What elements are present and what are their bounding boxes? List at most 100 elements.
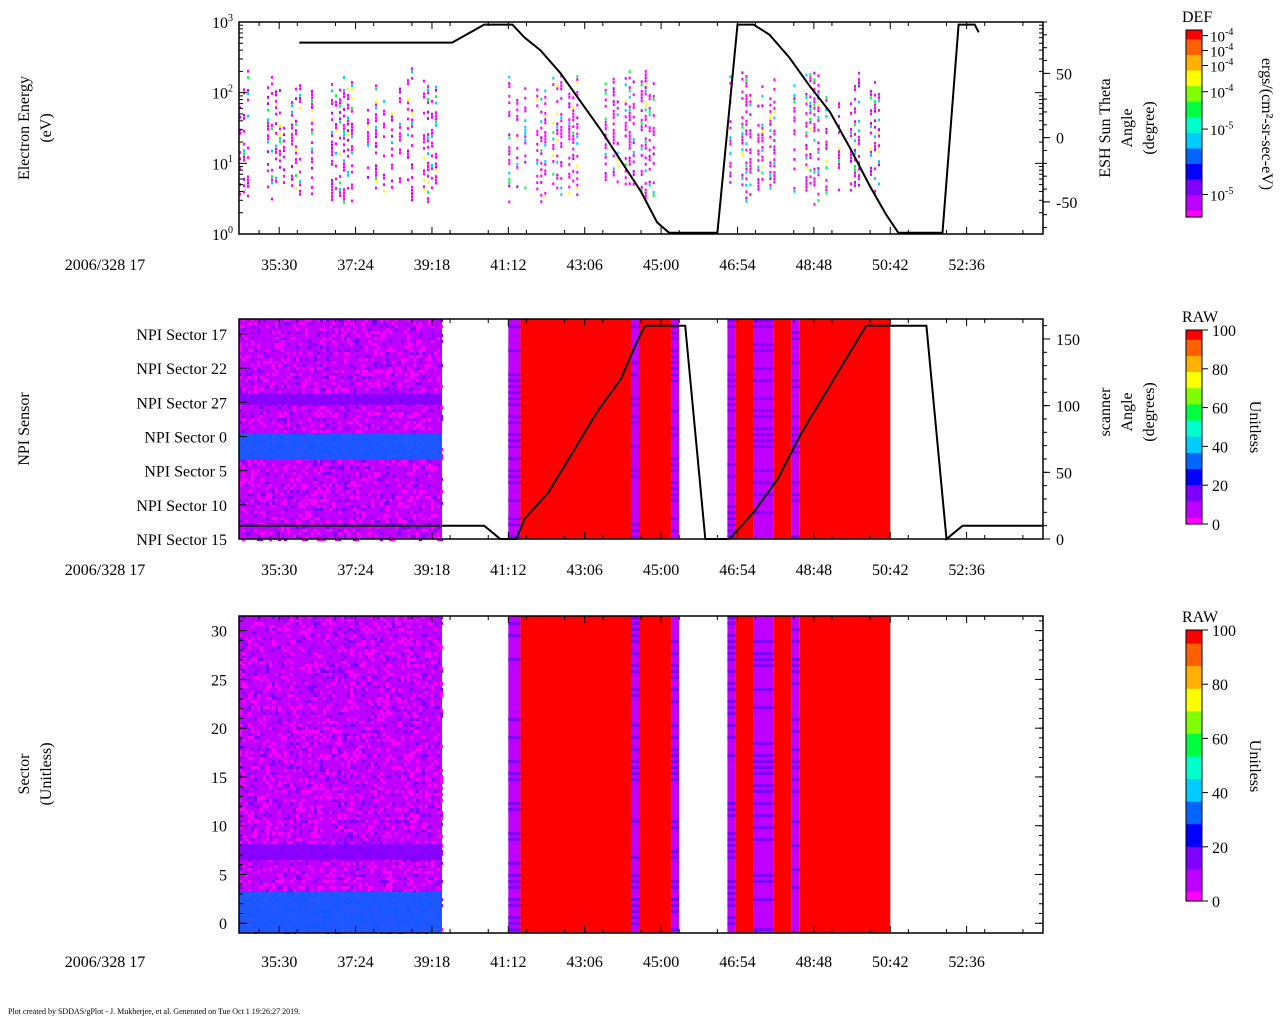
heat-cell <box>437 766 440 769</box>
data-cell <box>351 106 353 110</box>
heat-cell <box>329 787 332 790</box>
heat-cell <box>350 673 353 676</box>
data-cell <box>761 165 764 168</box>
heat-cell <box>401 652 404 655</box>
data-cell <box>644 86 647 89</box>
heat-cell <box>245 532 248 535</box>
heat-cell <box>323 697 326 700</box>
data-cell <box>878 144 880 147</box>
heat-cell <box>248 493 251 496</box>
data-cell <box>427 133 429 136</box>
data-cell <box>624 109 627 112</box>
heat-cell <box>296 727 299 730</box>
heat-cell <box>329 325 332 328</box>
heat-cell <box>353 760 356 763</box>
data-cell <box>375 173 377 177</box>
data-cell <box>745 94 748 98</box>
data-cell <box>267 102 269 106</box>
heat-cell <box>311 373 314 376</box>
heat-cell <box>365 793 368 796</box>
colorbar-band <box>1186 101 1202 106</box>
heat-cell <box>299 778 302 781</box>
heat-cell <box>362 754 365 757</box>
heat-cell <box>269 715 272 718</box>
heat-cell <box>290 706 293 709</box>
heat-cell <box>440 694 443 697</box>
heat-stripe <box>753 439 774 442</box>
data-cell <box>850 134 852 138</box>
heat-cell <box>368 727 371 730</box>
heat-cell <box>344 733 347 736</box>
heat-cell <box>437 364 440 367</box>
heat-cell <box>338 385 341 388</box>
heat-cell <box>320 490 323 493</box>
heat-cell <box>299 769 302 772</box>
heat-cell <box>272 682 275 685</box>
data-cell <box>339 136 341 140</box>
heat-cell <box>404 796 407 799</box>
heat-cell <box>272 694 275 697</box>
heat-cell <box>341 670 344 673</box>
data-cell <box>624 157 627 160</box>
heat-cell <box>323 712 326 715</box>
heat-cell <box>311 823 314 826</box>
heat-cell <box>380 655 383 658</box>
heat-cell <box>290 517 293 520</box>
heat-cell <box>287 385 290 388</box>
heat-cell <box>398 793 401 796</box>
heat-cell <box>254 829 257 832</box>
data-cell <box>757 178 760 182</box>
heat-cell <box>317 472 320 475</box>
data-cell <box>729 126 732 130</box>
heat-cell <box>413 721 416 724</box>
heat-cell <box>386 655 389 658</box>
colorbar-band <box>1186 507 1202 512</box>
heat-cell <box>404 460 407 463</box>
heat-cell <box>431 514 434 517</box>
data-cell <box>628 95 631 99</box>
heat-cell <box>404 712 407 715</box>
data-cell <box>604 98 607 102</box>
data-cell <box>572 109 575 112</box>
heat-cell <box>239 661 242 664</box>
heat-cell <box>356 793 359 796</box>
heat-cell <box>422 703 425 706</box>
heat-cell <box>242 685 245 688</box>
heat-cell <box>290 859 293 862</box>
heat-cell <box>320 406 323 409</box>
heat-cell <box>242 664 245 667</box>
heat-cell <box>368 532 371 535</box>
data-cell <box>331 163 333 166</box>
heat-cell <box>284 841 287 844</box>
heat-cell <box>281 385 284 388</box>
data-cell <box>652 94 655 98</box>
heat-cell <box>281 679 284 682</box>
data-cell <box>729 81 732 85</box>
heat-cell <box>308 616 311 619</box>
colorbar-band <box>1186 30 1202 34</box>
heat-cell <box>260 706 263 709</box>
data-cell <box>560 81 563 84</box>
data-cell <box>817 109 820 113</box>
heat-cell <box>365 625 368 628</box>
heat-cell <box>245 709 248 712</box>
heat-cell <box>266 793 269 796</box>
heat-cell <box>341 733 344 736</box>
heat-cell <box>377 625 380 628</box>
heat-cell <box>314 811 317 814</box>
heat-cell <box>440 490 443 493</box>
data-cell <box>648 180 651 184</box>
heat-cell <box>278 706 281 709</box>
heat-cell <box>293 337 296 340</box>
heat-cell <box>422 664 425 667</box>
heat-cell <box>311 463 314 466</box>
data-cell <box>576 193 579 197</box>
heat-cell <box>332 799 335 802</box>
heat-cell <box>392 322 395 325</box>
heat-cell <box>398 502 401 505</box>
heat-cell <box>437 799 440 802</box>
heat-cell <box>353 346 356 349</box>
data-cell <box>560 87 563 91</box>
heat-cell <box>251 475 254 478</box>
heat-cell <box>413 430 416 433</box>
